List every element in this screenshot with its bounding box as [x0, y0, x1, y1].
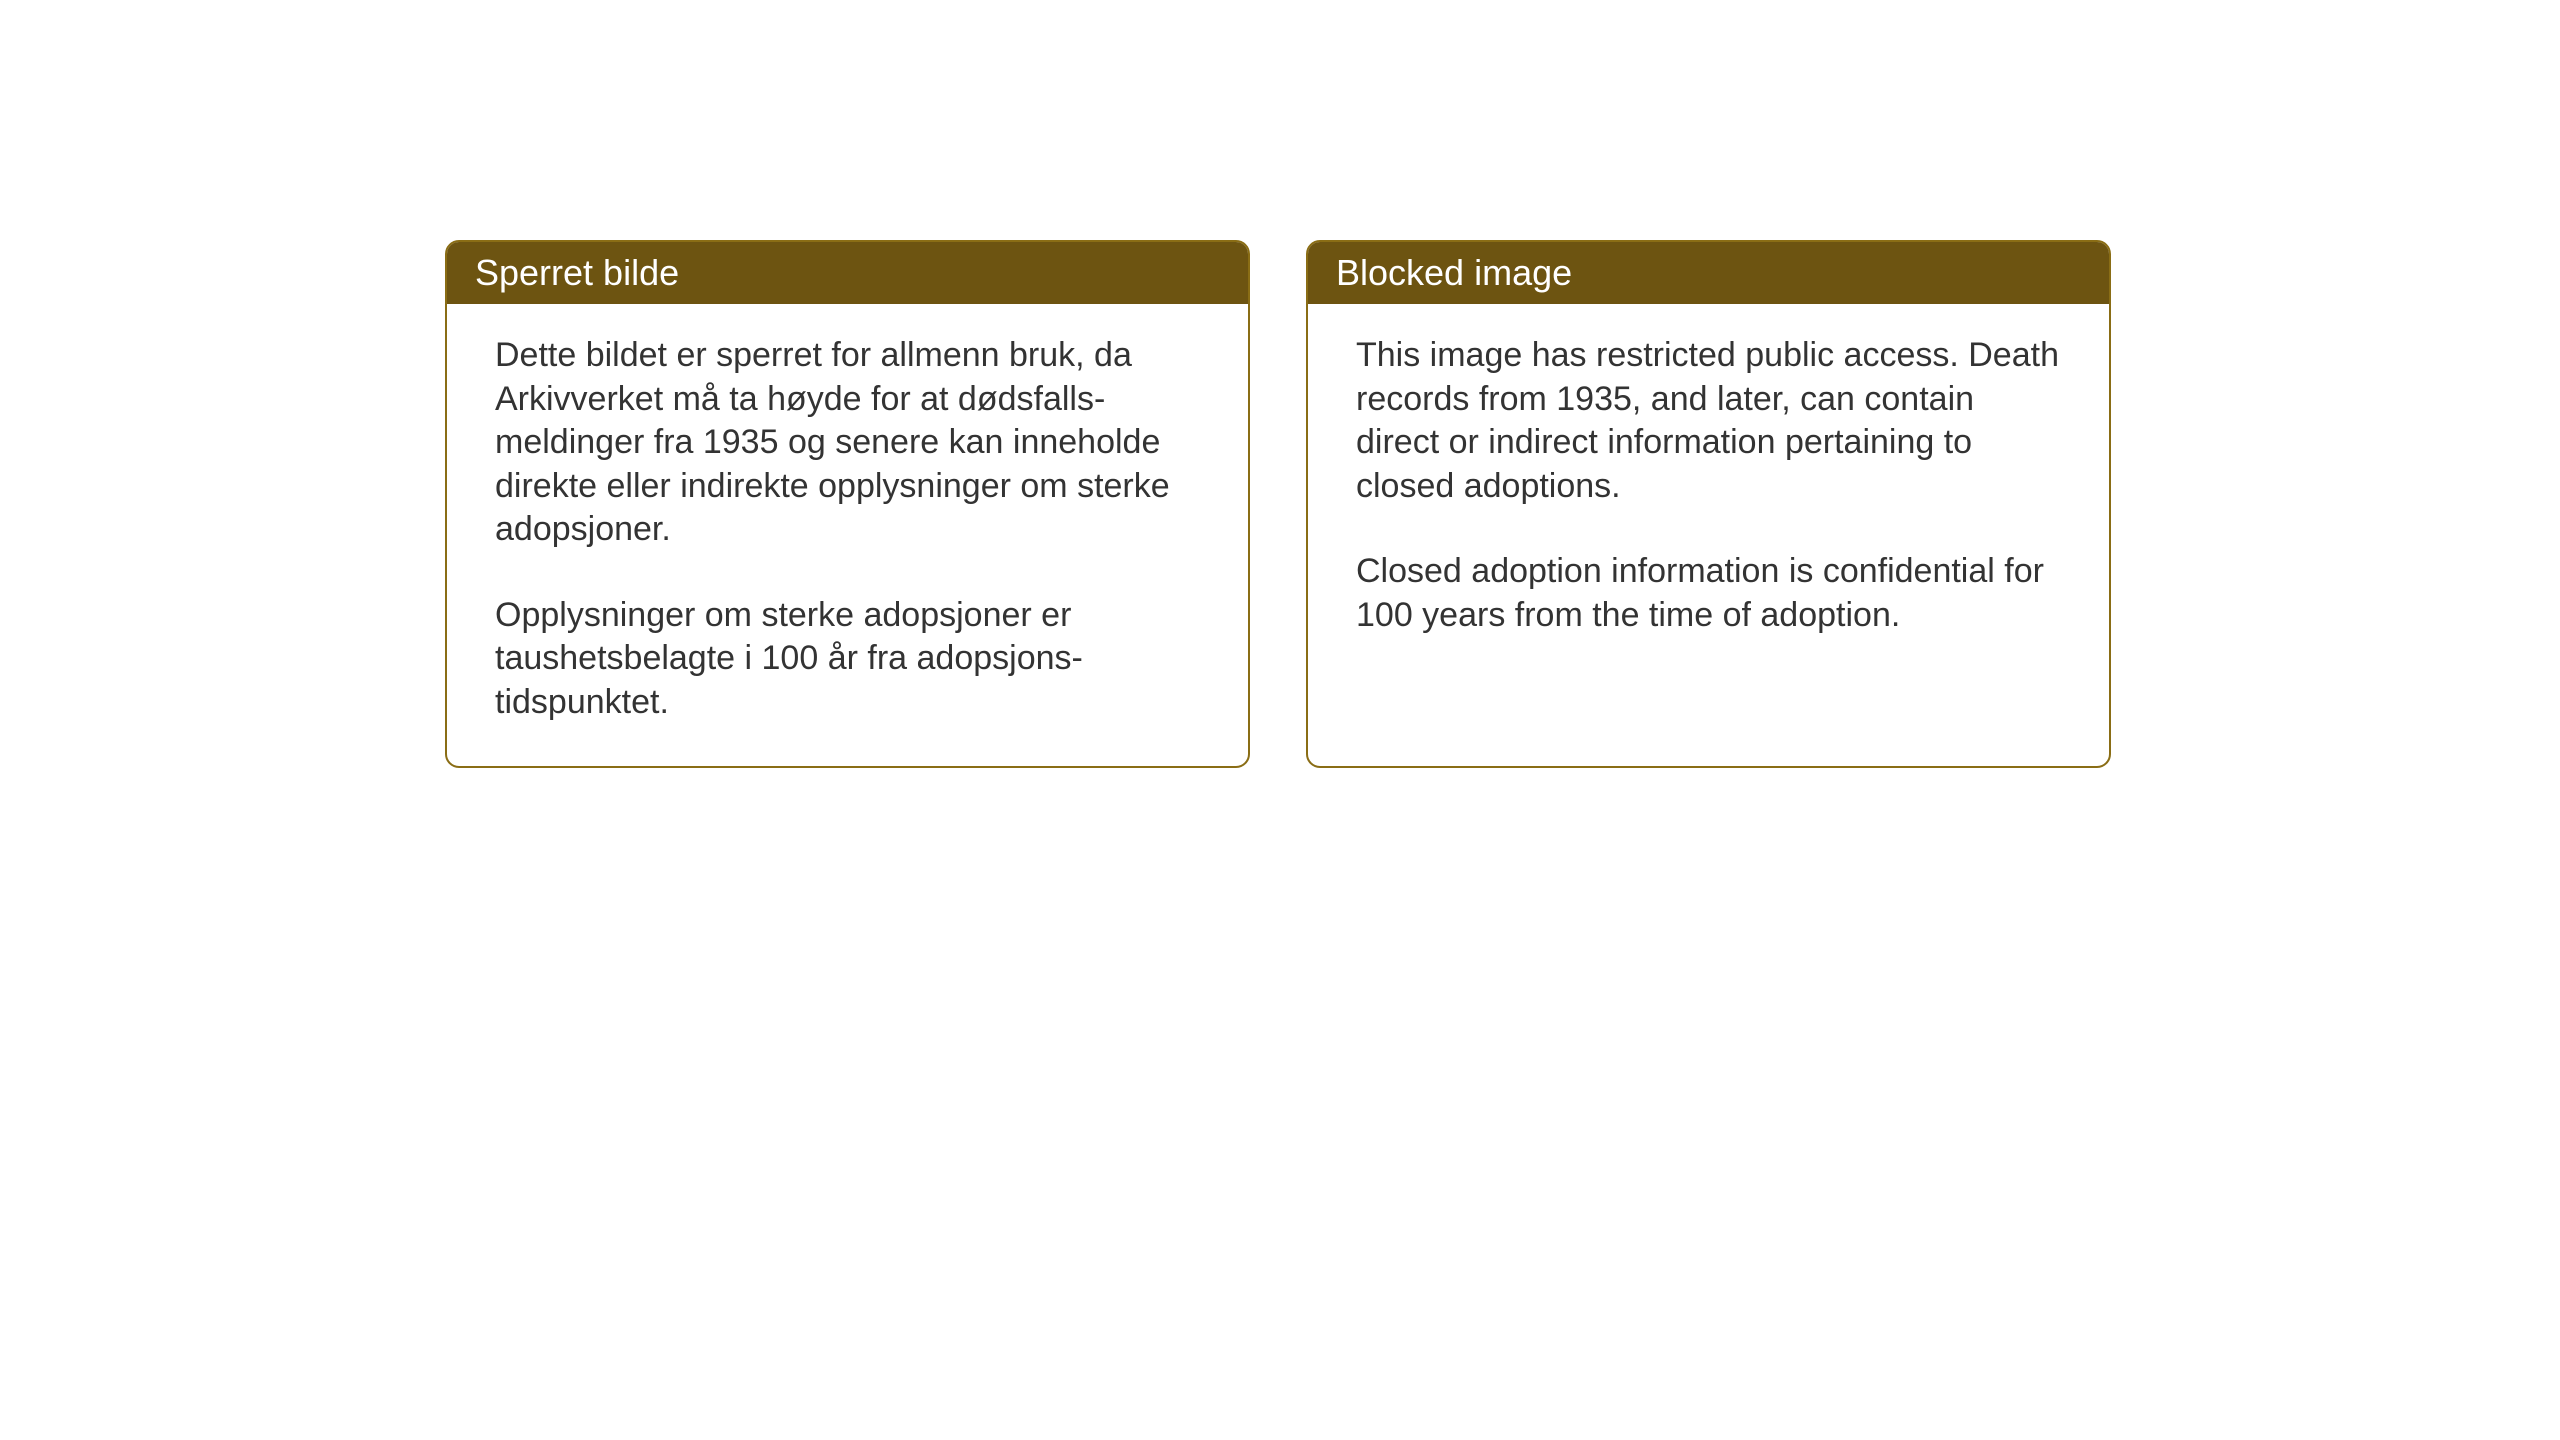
info-box-header-english: Blocked image [1308, 242, 2109, 304]
header-title-english: Blocked image [1336, 252, 1572, 293]
info-boxes-container: Sperret bilde Dette bildet er sperret fo… [445, 240, 2111, 768]
info-box-header-norwegian: Sperret bilde [447, 242, 1248, 304]
info-box-english: Blocked image This image has restricted … [1306, 240, 2111, 768]
info-box-norwegian: Sperret bilde Dette bildet er sperret fo… [445, 240, 1250, 768]
paragraph-norwegian-2: Opplysninger om sterke adopsjoner er tau… [495, 594, 1200, 725]
paragraph-english-1: This image has restricted public access.… [1356, 334, 2061, 508]
info-box-body-norwegian: Dette bildet er sperret for allmenn bruk… [447, 304, 1248, 766]
header-title-norwegian: Sperret bilde [475, 252, 679, 293]
paragraph-english-2: Closed adoption information is confident… [1356, 550, 2061, 637]
paragraph-norwegian-1: Dette bildet er sperret for allmenn bruk… [495, 334, 1200, 552]
info-box-body-english: This image has restricted public access.… [1308, 304, 2109, 744]
